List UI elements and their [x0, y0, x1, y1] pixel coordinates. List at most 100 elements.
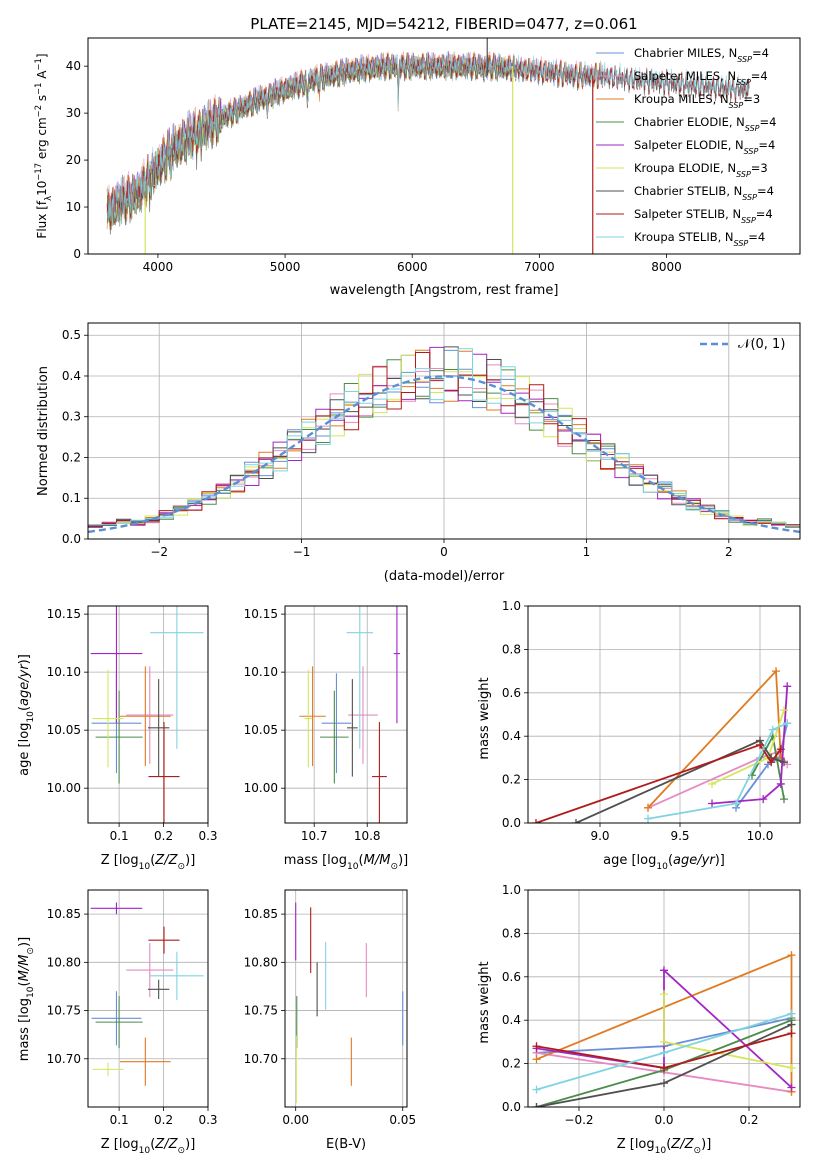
age-z-ytick-label: 10.05 — [47, 723, 81, 737]
mass-z-x-axis-label: Z [log10(Z/Z⊙)] — [101, 1137, 196, 1156]
age-mass-ytick-label: 10.00 — [244, 781, 278, 795]
weight-age-marker-chabrier-stelib — [780, 758, 788, 767]
weight-z-xtick-label: 0.2 — [739, 1113, 758, 1127]
age-z-xtick-label: 0.1 — [110, 829, 129, 843]
spectrum-frame — [87, 37, 801, 255]
age-mass-ytick-label: 10.15 — [244, 607, 278, 621]
spectrum-legend: Chabrier MILES, NSSP=4 Salpeter MILES, NS… — [596, 46, 776, 248]
mass-ebv-series-group — [295, 902, 404, 1104]
mass-ebv-ytick-label: 10.80 — [244, 955, 278, 969]
weight-z-marker-chabrier-stelib — [660, 1079, 668, 1088]
weight-age-marker-salpeter-elodie — [783, 682, 792, 691]
weight-z-marker-kroupa-elodie — [660, 990, 668, 999]
histogram-ytick-label: 0.0 — [62, 532, 81, 546]
weight-z-x-axis-label: Z [log10(Z/Z⊙)] — [617, 1137, 712, 1156]
spectrum-ytick-label: 20 — [66, 153, 81, 167]
spectrum-series-group — [106, 38, 750, 254]
mass-z-xtick-label: 0.3 — [198, 1113, 217, 1127]
mass-z-ytick-label: 10.70 — [47, 1052, 81, 1066]
weight-age-marker-kroupa-stelib — [644, 814, 652, 823]
normal-reference-curve — [88, 375, 800, 534]
weight-age-marker-kroupa-miles — [644, 803, 652, 812]
age-mass-ytick-label: 10.05 — [244, 723, 278, 737]
weight-z-marker-salpeter-stelib — [660, 1063, 668, 1072]
weight-age-marker-salpeter-elodie — [776, 779, 785, 788]
weight-age-x-axis-label: age [log10(age/yr)] — [603, 853, 725, 872]
histogram-y-axis-label: Normed distribution — [36, 366, 51, 496]
age-mass-frame — [284, 605, 408, 824]
weight-z-ytick-label: 0.8 — [502, 926, 521, 940]
mass-z-plot-area — [90, 902, 204, 1086]
age-z-xtick-label: 0.3 — [198, 829, 217, 843]
weight-age-line-salpeter-stelib — [535, 743, 782, 823]
spectrum-xtick-label: 7000 — [524, 260, 555, 274]
mass-z-ytick-label: 10.85 — [47, 907, 81, 921]
weight-z-marker-kroupa-elodie — [660, 1037, 668, 1046]
weight-age-marker-chabrier-stelib — [572, 819, 580, 823]
histogram-ytick-label: 0.2 — [62, 450, 81, 464]
legend-label-kroupa-miles: Kroupa MILES, NSSP=3 — [634, 92, 760, 110]
weight-age-ytick-label: 1.0 — [502, 599, 521, 613]
spectrum-xtick-label: 4000 — [143, 260, 174, 274]
histogram-xtick-label: 1 — [583, 545, 591, 559]
age-z-panel: 0.1 0.2 0.3 10.00 10.05 10.10 10.15 Z [log10(Z/… — [17, 605, 218, 872]
weight-z-panel: −0.2 0.0 0.2 0.0 0.2 0.4 0.6 0.8 1.0 mass weight Z… — [477, 883, 801, 1156]
weight-z-marker-chabrier-stelib — [787, 1020, 796, 1029]
mass-z-xtick-label: 0.1 — [110, 1113, 129, 1127]
weight-z-ytick-label: 0.4 — [502, 1013, 521, 1027]
spectrum-x-axis-label: wavelength [Angstrom, rest frame] — [330, 283, 559, 298]
age-z-frame — [87, 605, 209, 824]
spectrum-ytick-label: 0 — [73, 247, 81, 261]
spectrum-plot-area — [106, 38, 750, 254]
histogram-xtick-label: −2 — [150, 545, 168, 559]
chart-title: PLATE=2145, MJD=54212, FIBERID=0477, z=0… — [250, 15, 637, 33]
spectrum-ytick-label: 40 — [66, 59, 81, 73]
spectrum-xtick-label: 5000 — [270, 260, 301, 274]
mass-z-panel: 0.1 0.2 0.3 10.70 10.75 10.80 10.85 Z [log10(Z/… — [17, 889, 218, 1156]
weight-age-line-kroupa-miles — [647, 668, 782, 809]
weight-z-line-kroupa-elodie — [663, 994, 792, 1069]
weight-age-marker-kroupa-elodie — [780, 706, 788, 715]
weight-age-marker-kroupa-stelib — [768, 725, 777, 734]
spectrum-panel: 4000 5000 6000 7000 8000 0 10 20 30 40 PLATE=2145,… — [33, 15, 801, 298]
age-z-ytick-label: 10.15 — [47, 607, 81, 621]
weight-age-marker-salpeter-stelib — [776, 745, 785, 754]
weight-age-ytick-label: 0.8 — [502, 642, 521, 656]
mass-ebv-panel: 0.00 0.05 10.70 10.75 10.80 10.85 E(B-V) — [244, 889, 416, 1152]
spectrum-line-kroupa-stelib — [106, 51, 750, 222]
mass-ebv-ytick-label: 10.70 — [244, 1052, 278, 1066]
mass-z-series-group — [90, 902, 204, 1086]
weight-age-line-chabrier-stelib — [575, 739, 785, 823]
legend-label-kroupa-stelib: Kroupa STELIB, NSSP=4 — [634, 230, 765, 248]
weight-z-plot-area — [532, 951, 796, 1107]
legend-label-chabrier-miles: Chabrier MILES, NSSP=4 — [634, 46, 769, 64]
weight-z-marker-salpeter-stelib — [532, 1042, 541, 1051]
weight-z-marker-kroupa-stelib — [532, 1085, 541, 1094]
histogram-xtick-label: −1 — [293, 545, 311, 559]
age-z-x-axis-label: Z [log10(Z/Z⊙)] — [101, 853, 196, 872]
weight-age-frame — [527, 605, 801, 824]
weight-age-y-axis-label: mass weight — [477, 677, 492, 759]
weight-age-xtick-label: 10.0 — [747, 829, 774, 843]
weight-z-series-group — [532, 951, 796, 1107]
mass-z-ytick-label: 10.75 — [47, 1004, 81, 1018]
weight-age-panel: 9.0 9.5 10.0 0.0 0.2 0.4 0.6 0.8 1.0 mass weight a… — [477, 599, 801, 872]
age-z-plot-area — [90, 606, 204, 823]
weight-age-marker-kroupa-stelib — [732, 799, 740, 808]
mass-ebv-xtick-label: 0.00 — [282, 1113, 309, 1127]
weight-z-ytick-label: 0.6 — [502, 970, 521, 984]
weight-age-marker-kroupa-miles — [772, 667, 780, 676]
weight-age-marker-chabrier-elodie — [780, 795, 788, 804]
weight-z-marker-kroupa-miles — [787, 951, 796, 960]
age-mass-plot-area — [299, 606, 401, 823]
mass-z-ytick-label: 10.80 — [47, 955, 81, 969]
histogram-ytick-label: 0.1 — [62, 491, 81, 505]
weight-z-marker-kroupa-elodie — [787, 1063, 796, 1072]
histogram-xtick-label: 2 — [725, 545, 733, 559]
weight-age-ytick-label: 0.2 — [502, 773, 521, 787]
histogram-ytick-label: 0.5 — [62, 328, 81, 342]
legend-label-salpeter-miles: Salpeter MILES, NSSP=4 — [634, 69, 768, 87]
mass-ebv-x-axis-label: E(B-V) — [326, 1137, 366, 1152]
mass-ebv-xtick-label: 0.05 — [389, 1113, 416, 1127]
